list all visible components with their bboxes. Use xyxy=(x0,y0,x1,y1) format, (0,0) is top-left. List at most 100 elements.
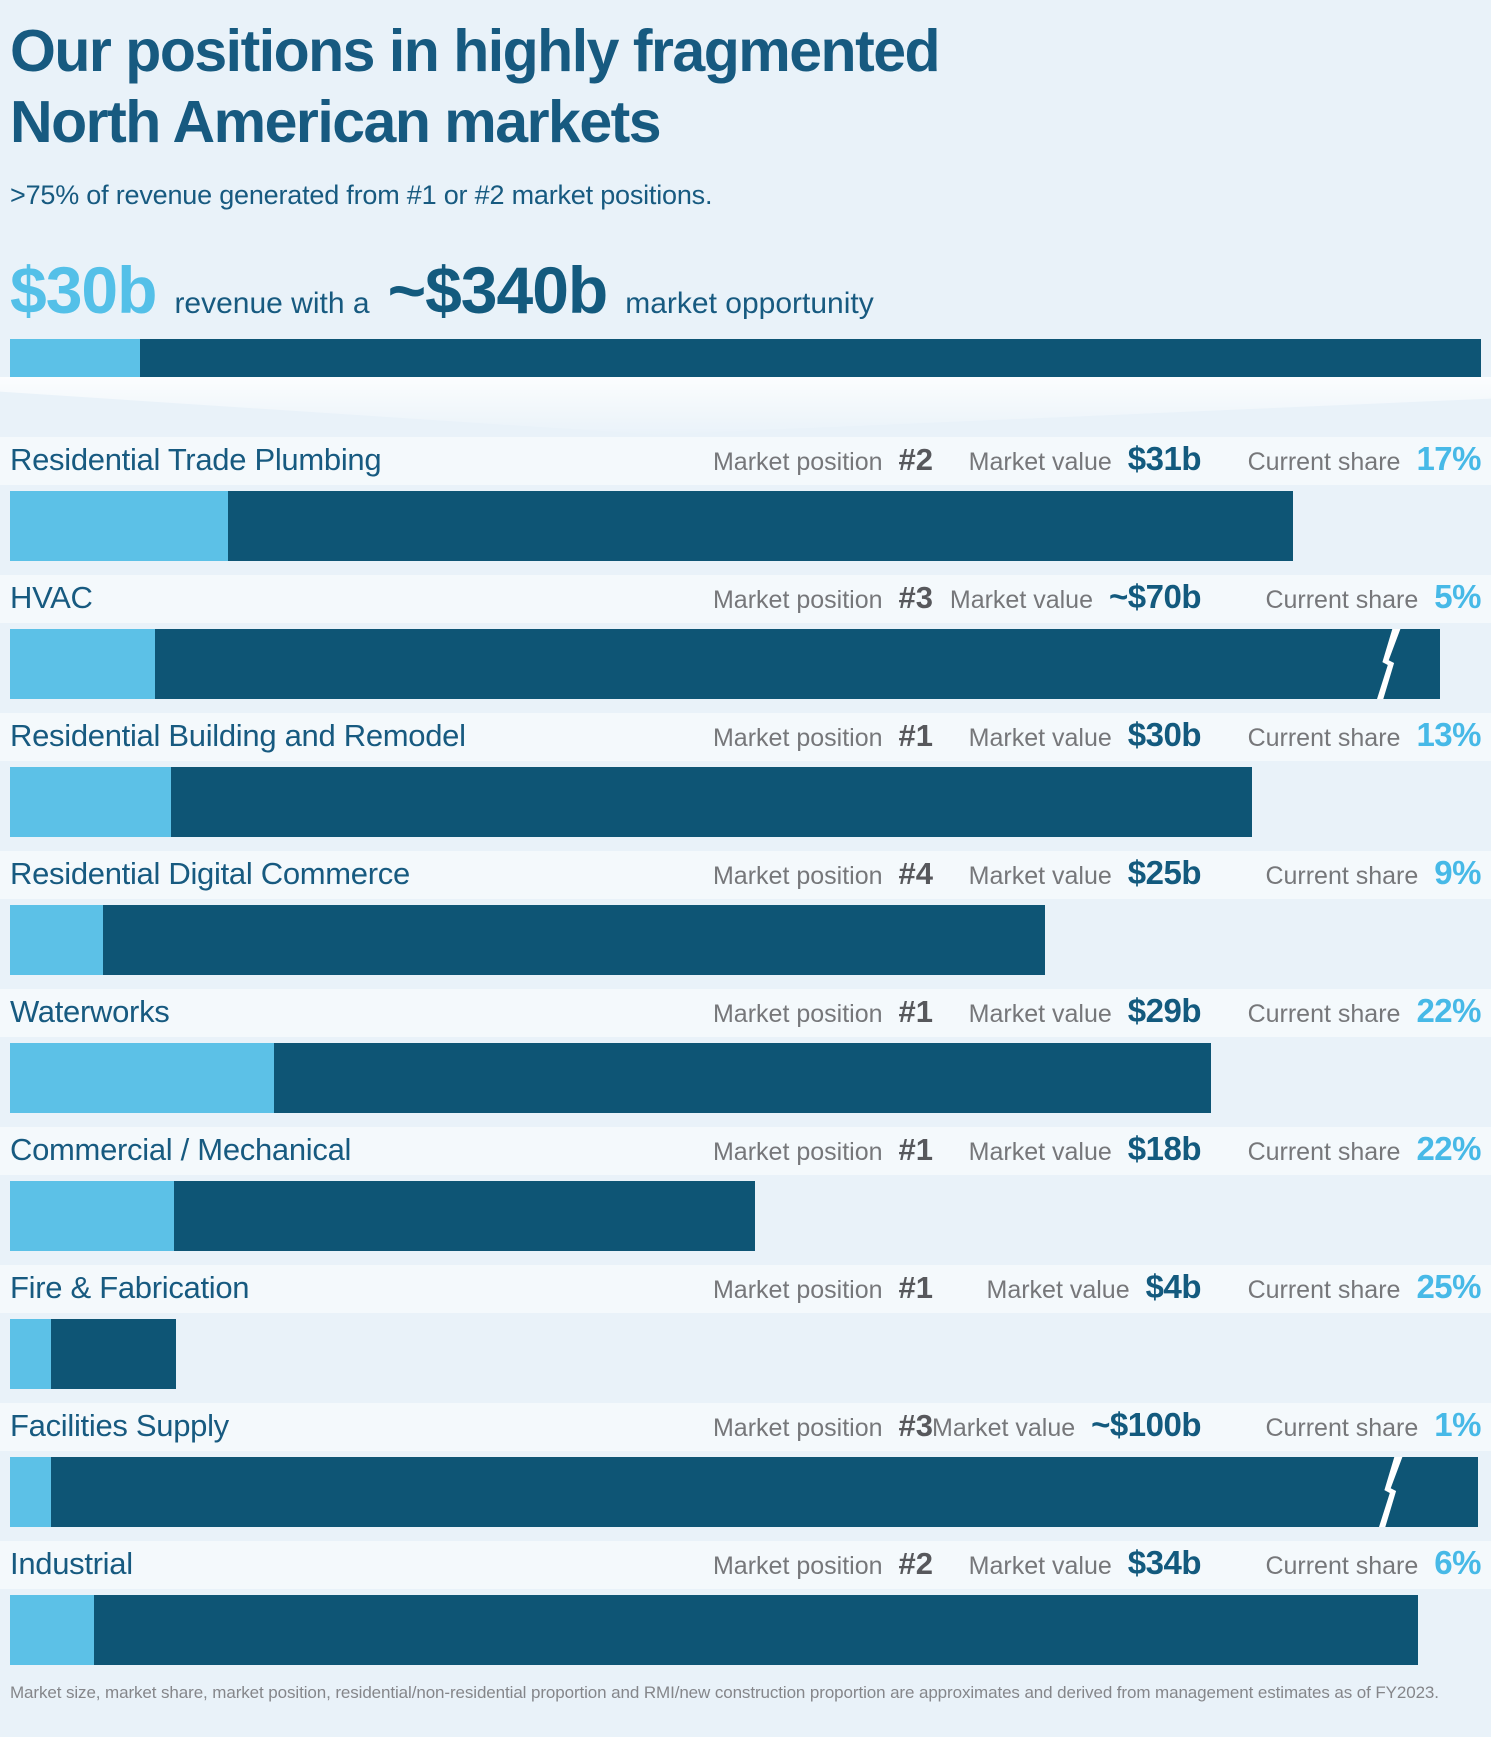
current-share-segment xyxy=(10,490,228,561)
market-value-value: $31b xyxy=(1127,439,1202,477)
market-position-metric: Market position #2 xyxy=(581,444,933,477)
current-share-label: Current share xyxy=(1247,1137,1401,1166)
market-name: Waterworks xyxy=(10,993,170,1029)
current-share-value: 1% xyxy=(1434,1405,1481,1443)
market-value-label: Market value xyxy=(968,447,1112,476)
current-share-segment xyxy=(10,1318,51,1389)
market-value-bar xyxy=(10,490,1293,561)
total-revenue-segment xyxy=(10,338,140,377)
current-share-value: 6% xyxy=(1434,1543,1481,1581)
current-share-metric: Current share 22% xyxy=(1201,1129,1482,1167)
market-value-bar xyxy=(10,1042,1211,1113)
current-share-value: 22% xyxy=(1416,1129,1481,1167)
market-position-metric: Market position #3 xyxy=(581,1410,933,1443)
market-opportunity-value: ~$340b xyxy=(387,252,609,327)
market-value-label: Market value xyxy=(968,999,1112,1028)
current-share-value: 17% xyxy=(1416,439,1481,477)
market-position-label: Market position xyxy=(712,861,883,890)
market-name: HVAC xyxy=(10,579,93,615)
current-share-segment xyxy=(10,1594,94,1665)
market-position-label: Market position xyxy=(712,585,883,614)
market-value-label: Market value xyxy=(968,1551,1112,1580)
current-share-metric: Current share 25% xyxy=(1201,1267,1482,1305)
market-position-value: #3 xyxy=(898,579,933,615)
market-row-header: Residential Digital Commerce Market posi… xyxy=(0,850,1491,899)
market-position-value: #1 xyxy=(898,993,933,1029)
market-value-value: $29b xyxy=(1127,991,1202,1029)
market-row-header: Industrial Market position #2 Market val… xyxy=(0,1540,1491,1589)
revenue-summary: $30b revenue with a ~$340b market opport… xyxy=(10,257,1481,323)
market-value-label: Market value xyxy=(968,861,1112,890)
market-position-value: #1 xyxy=(898,1269,933,1305)
market-name: Commercial / Mechanical xyxy=(10,1131,352,1167)
market-row: Fire & Fabrication Market position #1 Ma… xyxy=(0,1264,1491,1389)
market-name: Residential Building and Remodel xyxy=(10,717,466,753)
market-row-header: Facilities Supply Market position #3 Mar… xyxy=(0,1402,1491,1451)
market-opportunity-label: market opportunity xyxy=(625,286,874,320)
market-row: HVAC Market position #3 Market value ~$7… xyxy=(0,574,1491,699)
total-market-bar xyxy=(10,338,1481,377)
current-share-metric: Current share 5% xyxy=(1201,580,1481,615)
market-value-metric: Market value $34b xyxy=(933,1543,1202,1581)
market-value-metric: Market value $4b xyxy=(933,1267,1202,1305)
current-share-label: Current share xyxy=(1265,585,1419,614)
market-position-label: Market position xyxy=(712,999,883,1028)
current-share-segment xyxy=(10,766,171,837)
market-value-label: Market value xyxy=(949,585,1093,614)
current-share-metric: Current share 13% xyxy=(1201,718,1482,753)
market-value-bar xyxy=(10,1318,176,1389)
market-value-bar xyxy=(10,766,1252,837)
footnote: Market size, market share, market positi… xyxy=(10,1682,1439,1702)
bar-break-bolt xyxy=(1379,1456,1403,1527)
current-share-value: 9% xyxy=(1434,853,1481,891)
market-row-header: Residential Trade Plumbing Market positi… xyxy=(0,436,1491,485)
current-share-label: Current share xyxy=(1265,1413,1419,1442)
current-share-value: 25% xyxy=(1416,1267,1481,1305)
market-position-metric: Market position #1 xyxy=(581,1272,933,1305)
market-value-metric: Market value $29b xyxy=(933,991,1202,1029)
market-value-value: $4b xyxy=(1145,1267,1202,1305)
market-value-metric: Market value ~$70b xyxy=(933,580,1202,615)
bar-break-bolt xyxy=(1377,628,1401,699)
current-share-segment xyxy=(10,1456,51,1527)
funnel-decoration xyxy=(0,376,1491,435)
market-row-header: Waterworks Market position #1 Market val… xyxy=(0,988,1491,1037)
market-position-metric: Market position #1 xyxy=(581,996,933,1029)
market-position-label: Market position xyxy=(712,723,883,752)
market-position-metric: Market position #3 xyxy=(581,582,933,615)
current-share-segment xyxy=(10,628,155,699)
market-row: Industrial Market position #2 Market val… xyxy=(0,1540,1491,1665)
current-share-metric: Current share 17% xyxy=(1201,439,1482,477)
market-position-value: #4 xyxy=(898,855,933,891)
market-value-bar xyxy=(10,1180,755,1251)
market-row: Waterworks Market position #1 Market val… xyxy=(0,988,1491,1113)
market-position-label: Market position xyxy=(712,447,883,476)
market-value-label: Market value xyxy=(968,723,1112,752)
current-share-metric: Current share 22% xyxy=(1201,994,1482,1029)
market-position-label: Market position xyxy=(712,1413,883,1442)
current-share-segment xyxy=(10,1042,274,1113)
market-value-metric: Market value ~$100b xyxy=(932,1408,1201,1443)
market-row: Commercial / Mechanical Market position … xyxy=(0,1126,1491,1251)
market-value-value: $34b xyxy=(1127,1543,1202,1581)
market-row: Residential Digital Commerce Market posi… xyxy=(0,850,1491,975)
market-position-label: Market position xyxy=(712,1275,883,1304)
market-value-value: $18b xyxy=(1127,1129,1202,1167)
market-row: Residential Trade Plumbing Market positi… xyxy=(0,436,1491,561)
market-value-label: Market value xyxy=(932,1413,1076,1442)
current-share-value: 5% xyxy=(1434,577,1481,615)
page-title: Our positions in highly fragmented North… xyxy=(10,18,941,155)
revenue-label: revenue with a xyxy=(174,286,370,320)
market-position-metric: Market position #4 xyxy=(581,858,933,891)
market-value-label: Market value xyxy=(986,1275,1130,1304)
market-value-metric: Market value $25b xyxy=(933,856,1202,891)
market-position-metric: Market position #1 xyxy=(581,1134,933,1167)
market-value-label: Market value xyxy=(968,1137,1112,1166)
current-share-label: Current share xyxy=(1247,1275,1401,1304)
market-position-metric: Market position #1 xyxy=(581,720,933,753)
current-share-metric: Current share 9% xyxy=(1201,856,1481,891)
market-row: Facilities Supply Market position #3 Mar… xyxy=(0,1402,1491,1527)
market-value-value: $30b xyxy=(1127,715,1202,753)
market-row-header: HVAC Market position #3 Market value ~$7… xyxy=(0,574,1491,623)
